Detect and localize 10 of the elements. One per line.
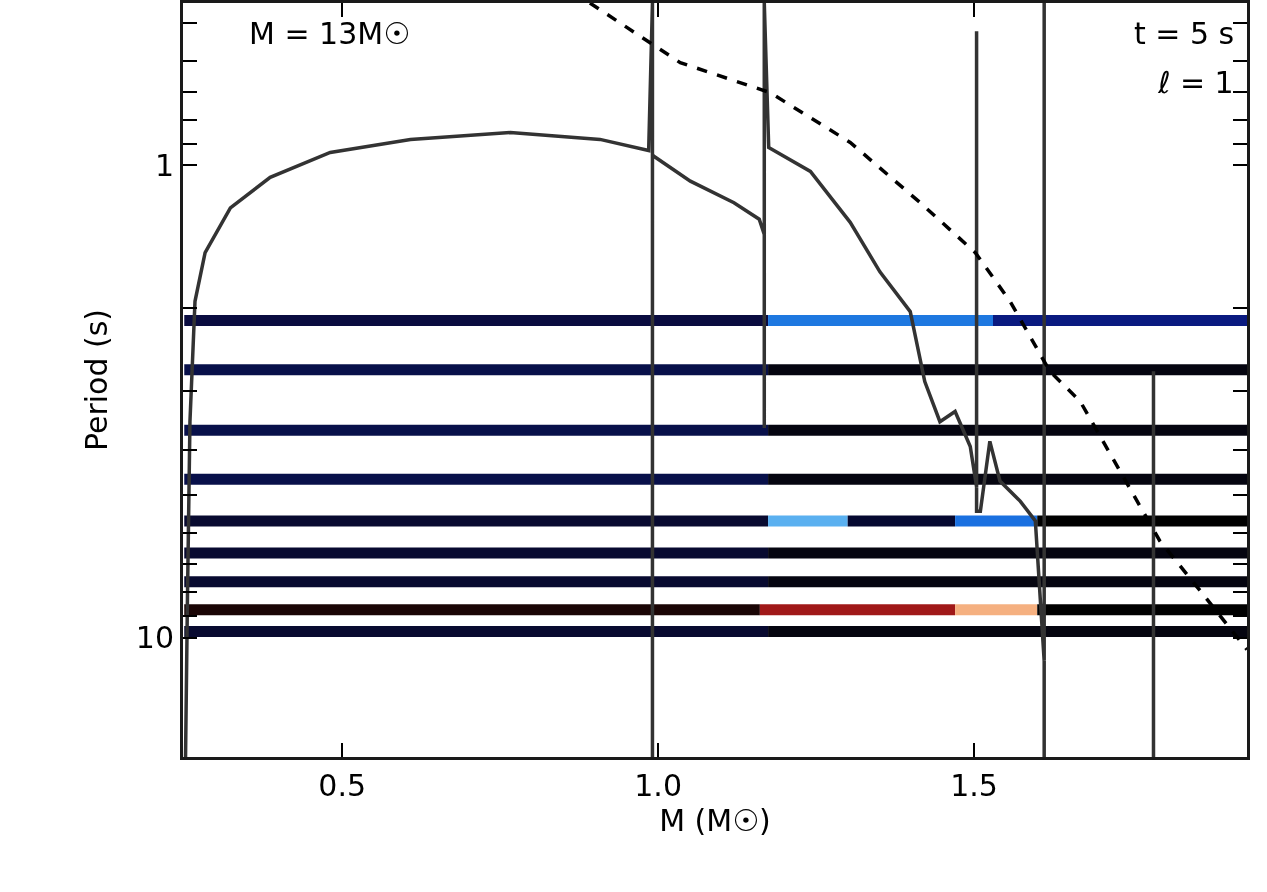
- annotation: t = 5 s: [1134, 16, 1235, 51]
- x-axis-title: M (M☉): [659, 803, 771, 838]
- y-tick-label: 10: [135, 620, 174, 656]
- x-tick-label: 0.5: [318, 768, 367, 803]
- x-tick-label: 1.0: [634, 768, 682, 803]
- y-axis-title: Period (s): [78, 308, 114, 452]
- x-tick-label: 1.5: [950, 768, 998, 803]
- annotation: M = 13M☉: [249, 16, 411, 51]
- annotation: ℓ = 1: [1157, 65, 1234, 100]
- y-tick-label: 1: [154, 147, 174, 183]
